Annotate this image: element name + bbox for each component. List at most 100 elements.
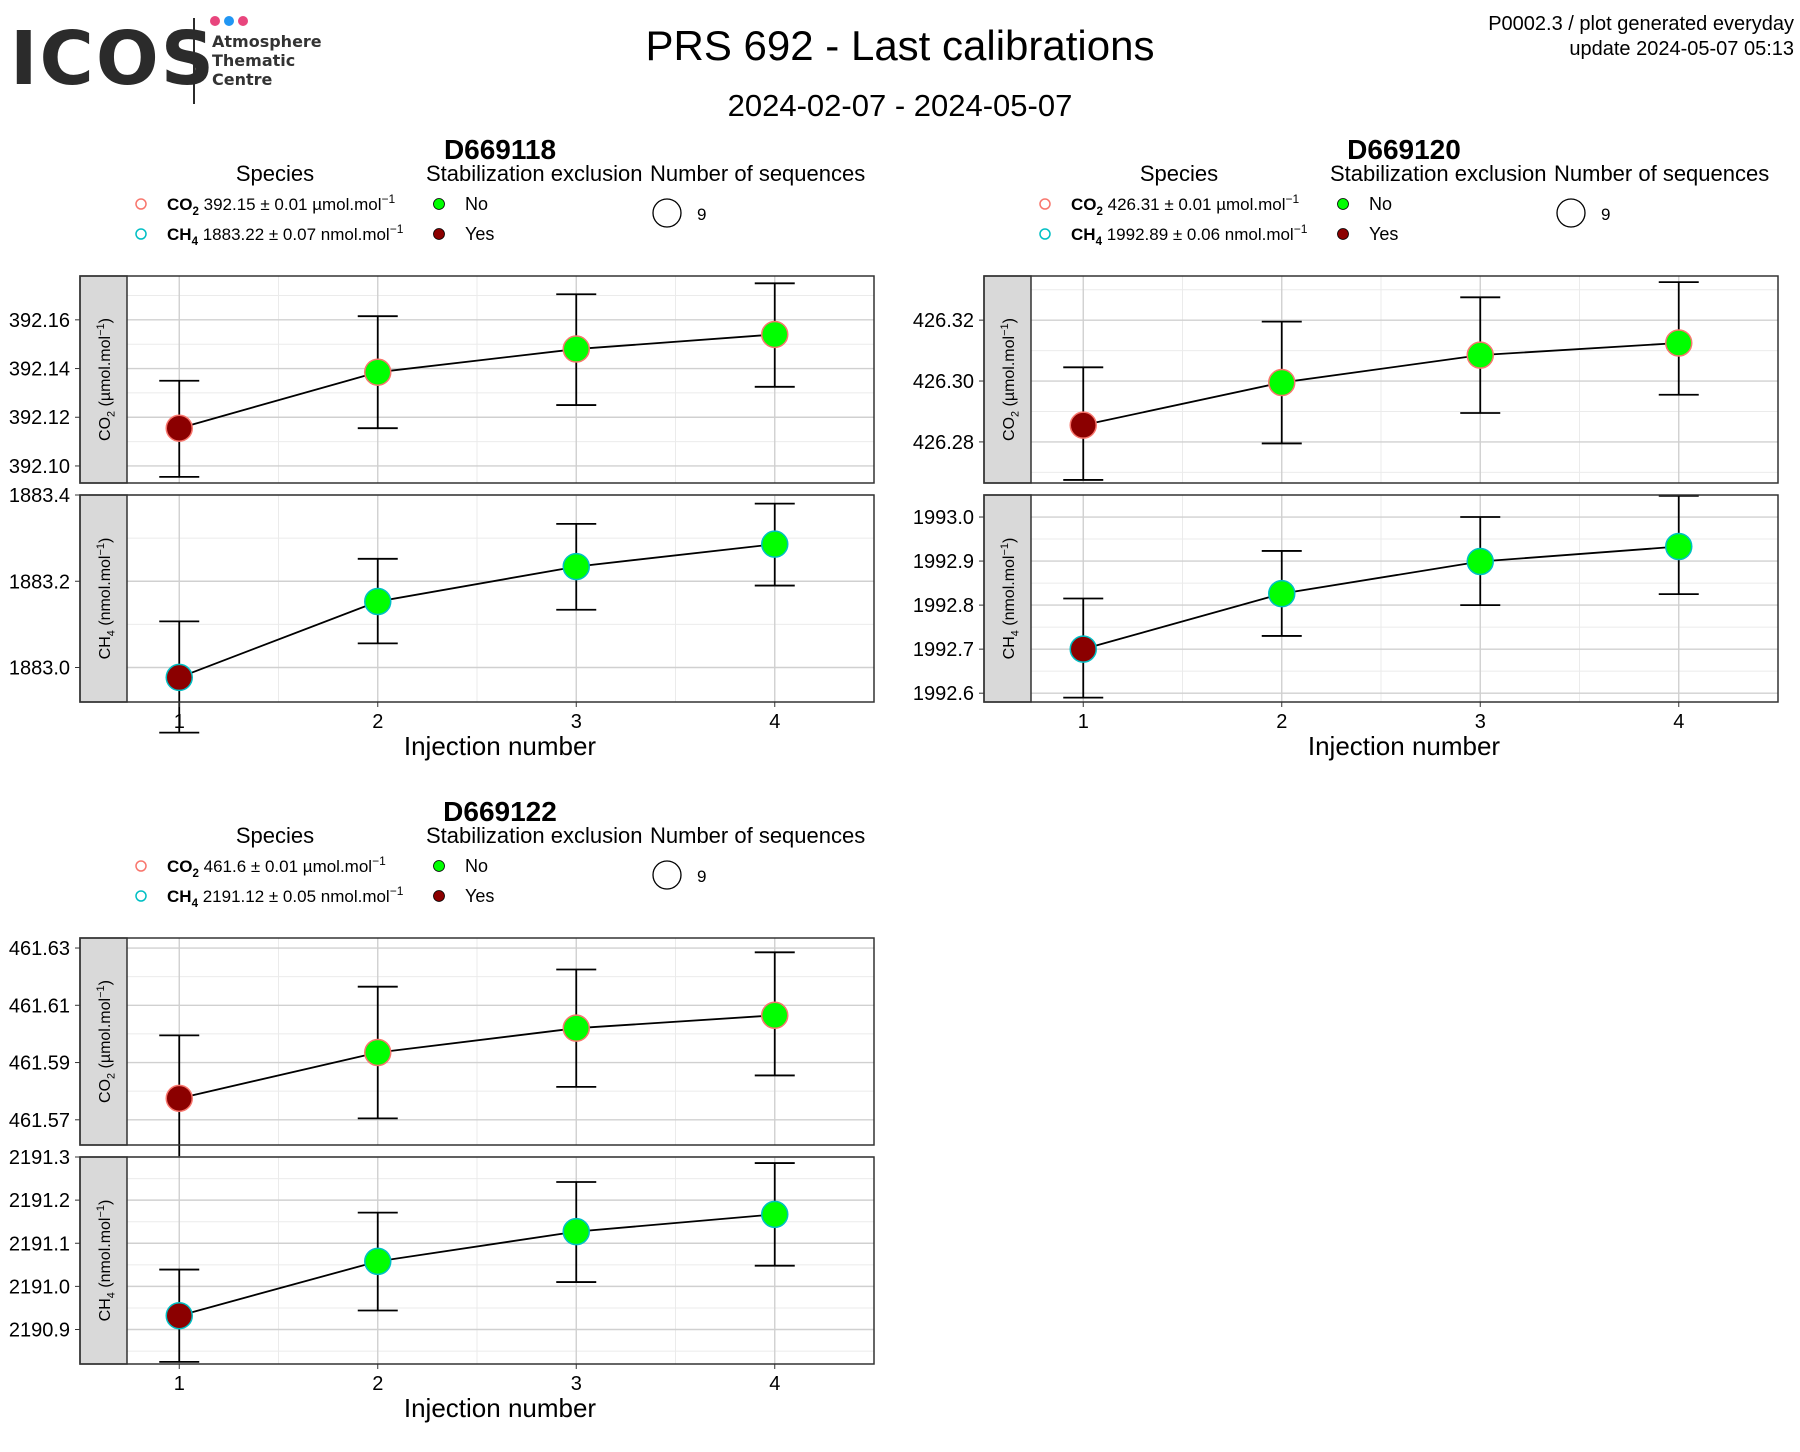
- legend-label-exclusion-yes: Yes: [1369, 224, 1398, 244]
- facet-ch4: 1883.0 1883.2 1883.4 CH4 (nmol.mol−1): [9, 485, 875, 734]
- logo-line-3: Centre: [212, 70, 273, 89]
- facet-strip-label: CO2 (µmol.mol−1): [95, 318, 117, 441]
- x-axis-label: Injection number: [1308, 731, 1501, 761]
- facet-co2: 461.57 461.59 461.61 461.63 CO2 (µmol.mol−1): [9, 937, 875, 1163]
- legend-title-species: Species: [1140, 161, 1218, 186]
- y-tick-label: 392.14: [9, 359, 70, 381]
- x-tick-label: 2: [1276, 711, 1287, 733]
- y-tick-label: 392.10: [9, 456, 70, 478]
- facet-strip-label: CH4 (nmol.mol−1): [999, 538, 1021, 660]
- chart-panel-d669122: D669122 Species CO2 461.6 ± 0.01 µmol.mol−…: [0, 792, 900, 1452]
- logo-dot-pink: [210, 16, 220, 26]
- legend-label-exclusion-no: No: [1369, 194, 1392, 214]
- icos-logo: ICOS Atmosphere Thematic Centre: [10, 14, 330, 104]
- data-point: [364, 1247, 392, 1276]
- facet-ch4: 1992.6 1992.7 1992.8 1992.9 1993.0 CH4 (nmol.…: [913, 494, 1779, 705]
- legend-label-sequences: 9: [697, 867, 706, 886]
- legend-key-co2: [135, 198, 147, 210]
- data-point: [1069, 635, 1097, 663]
- y-tick-label: 1992.6: [913, 683, 974, 705]
- legend-title-sequences: Number of sequences: [650, 161, 865, 186]
- chart-svg: D669120 Species CO2 426.31 ± 0.01 µmol.mol…: [913, 134, 1779, 761]
- x-axis-label: Injection number: [404, 1393, 597, 1423]
- y-tick-label: 392.12: [9, 407, 70, 429]
- facet-co2: 392.10 392.12 392.14 392.16 CO2 (µmol.mol−1): [9, 275, 875, 484]
- plot-area: [1031, 276, 1778, 483]
- data-point: [562, 552, 590, 581]
- data-point: [1665, 532, 1693, 561]
- x-tick-label: 3: [571, 1373, 582, 1395]
- chart-title: D669118: [444, 134, 556, 165]
- logo-dot-blue: [224, 16, 234, 26]
- y-tick-label: 1883.0: [9, 658, 70, 680]
- data-point: [1665, 329, 1693, 357]
- data-point: [364, 358, 392, 386]
- y-tick-label: 1883.4: [9, 485, 70, 507]
- plot-area: [127, 1157, 874, 1364]
- page-header: ICOS Atmosphere Thematic Centre PRS 692 …: [0, 0, 1800, 130]
- chart-title: D669120: [1347, 134, 1461, 165]
- data-point: [165, 414, 193, 442]
- chart-title: D669122: [443, 796, 557, 827]
- y-tick-label: 426.32: [913, 310, 974, 332]
- y-tick-label: 426.28: [913, 432, 974, 454]
- plot-area: [127, 938, 874, 1145]
- legend-key-exclusion-yes: [433, 228, 445, 240]
- panel-border: [983, 494, 1779, 703]
- series-line: [179, 1014, 775, 1100]
- x-tick-label: 2: [372, 1373, 383, 1395]
- logo-divider: [193, 18, 195, 104]
- facet-ch4: 2190.9 2191.0 2191.1 2191.2 2191.3 CH4 (nmol.…: [9, 1147, 875, 1365]
- x-axis-label: Injection number: [404, 731, 597, 761]
- data-point: [562, 335, 590, 363]
- legend-title-sequences: Number of sequences: [650, 823, 865, 848]
- legend-label-ch4: CH4 1992.89 ± 0.06 nmol.mol−1: [1071, 222, 1308, 248]
- chart-svg: D669122 Species CO2 461.6 ± 0.01 µmol.mol−…: [9, 796, 875, 1423]
- legend-label-co2: CO2 426.31 ± 0.01 µmol.mol−1: [1071, 192, 1300, 218]
- facet-strip-label: CO2 (µmol.mol−1): [999, 318, 1021, 441]
- update-timestamp: update 2024-05-07 05:13: [1569, 38, 1794, 60]
- y-tick-label: 2191.2: [9, 1190, 70, 1212]
- data-point: [1466, 547, 1494, 576]
- logo-line-1: Atmosphere: [212, 32, 322, 51]
- data-point: [761, 320, 789, 349]
- series-line: [178, 543, 775, 679]
- x-tick-label: 4: [1673, 711, 1684, 733]
- x-tick-label: 4: [769, 1373, 780, 1395]
- legend-label-co2: CO2 392.15 ± 0.01 µmol.mol−1: [167, 192, 396, 218]
- facet-co2: 426.28 426.30 426.32 CO2 (µmol.mol−1): [913, 275, 1779, 484]
- x-tick-label: 1: [1078, 711, 1089, 733]
- plot-area: [1031, 495, 1778, 702]
- legend-key-exclusion-yes: [433, 890, 445, 902]
- plot-area: [127, 495, 874, 702]
- y-tick-label: 1883.2: [9, 571, 70, 593]
- y-tick-label: 461.61: [9, 995, 70, 1017]
- legend-label-sequences: 9: [1601, 205, 1610, 224]
- chart-panel-d669118: D669118 Species CO2 392.15 ± 0.01 µmol.mol…: [0, 130, 900, 790]
- plot-id-text: P0002.3 / plot generated everyday: [1488, 13, 1794, 35]
- series-line: [179, 333, 775, 430]
- chart-svg: D669118 Species CO2 392.15 ± 0.01 µmol.mol…: [9, 134, 875, 761]
- data-point: [165, 1301, 193, 1330]
- legend-title-species: Species: [236, 161, 314, 186]
- x-tick-label: 2: [372, 711, 383, 733]
- data-point: [761, 1200, 789, 1229]
- data-point: [165, 663, 193, 692]
- chart-panel-d669120: D669120 Species CO2 426.31 ± 0.01 µmol.mol…: [904, 130, 1800, 790]
- legend-key-ch4: [135, 890, 147, 902]
- legend-key-exclusion-yes: [1337, 228, 1349, 240]
- legend-title-species: Species: [236, 823, 314, 848]
- legend-label-co2: CO2 461.6 ± 0.01 µmol.mol−1: [167, 854, 386, 880]
- logo-line-2: Thematic: [212, 51, 296, 70]
- legend-label-exclusion-no: No: [465, 856, 488, 876]
- y-tick-label: 2191.3: [9, 1147, 70, 1169]
- x-tick-label: 1: [174, 1373, 185, 1395]
- legend-title-sequences: Number of sequences: [1554, 161, 1769, 186]
- legend-label-ch4: CH4 1883.22 ± 0.07 nmol.mol−1: [167, 222, 404, 248]
- legend-key-co2: [1039, 198, 1051, 210]
- legend-key-sequences: [1556, 198, 1586, 228]
- plot-area: [127, 276, 874, 483]
- data-point: [1268, 368, 1296, 397]
- facet-strip-label: CH4 (nmol.mol−1): [95, 1200, 117, 1322]
- y-tick-label: 2190.9: [9, 1320, 70, 1342]
